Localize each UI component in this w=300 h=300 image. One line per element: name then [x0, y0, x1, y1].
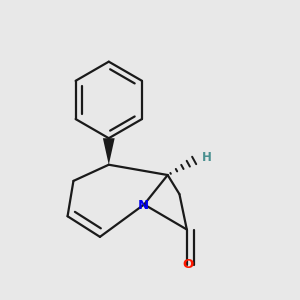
Text: H: H: [202, 151, 212, 164]
Polygon shape: [103, 138, 115, 165]
Text: O: O: [183, 258, 194, 271]
Text: N: N: [138, 199, 149, 212]
